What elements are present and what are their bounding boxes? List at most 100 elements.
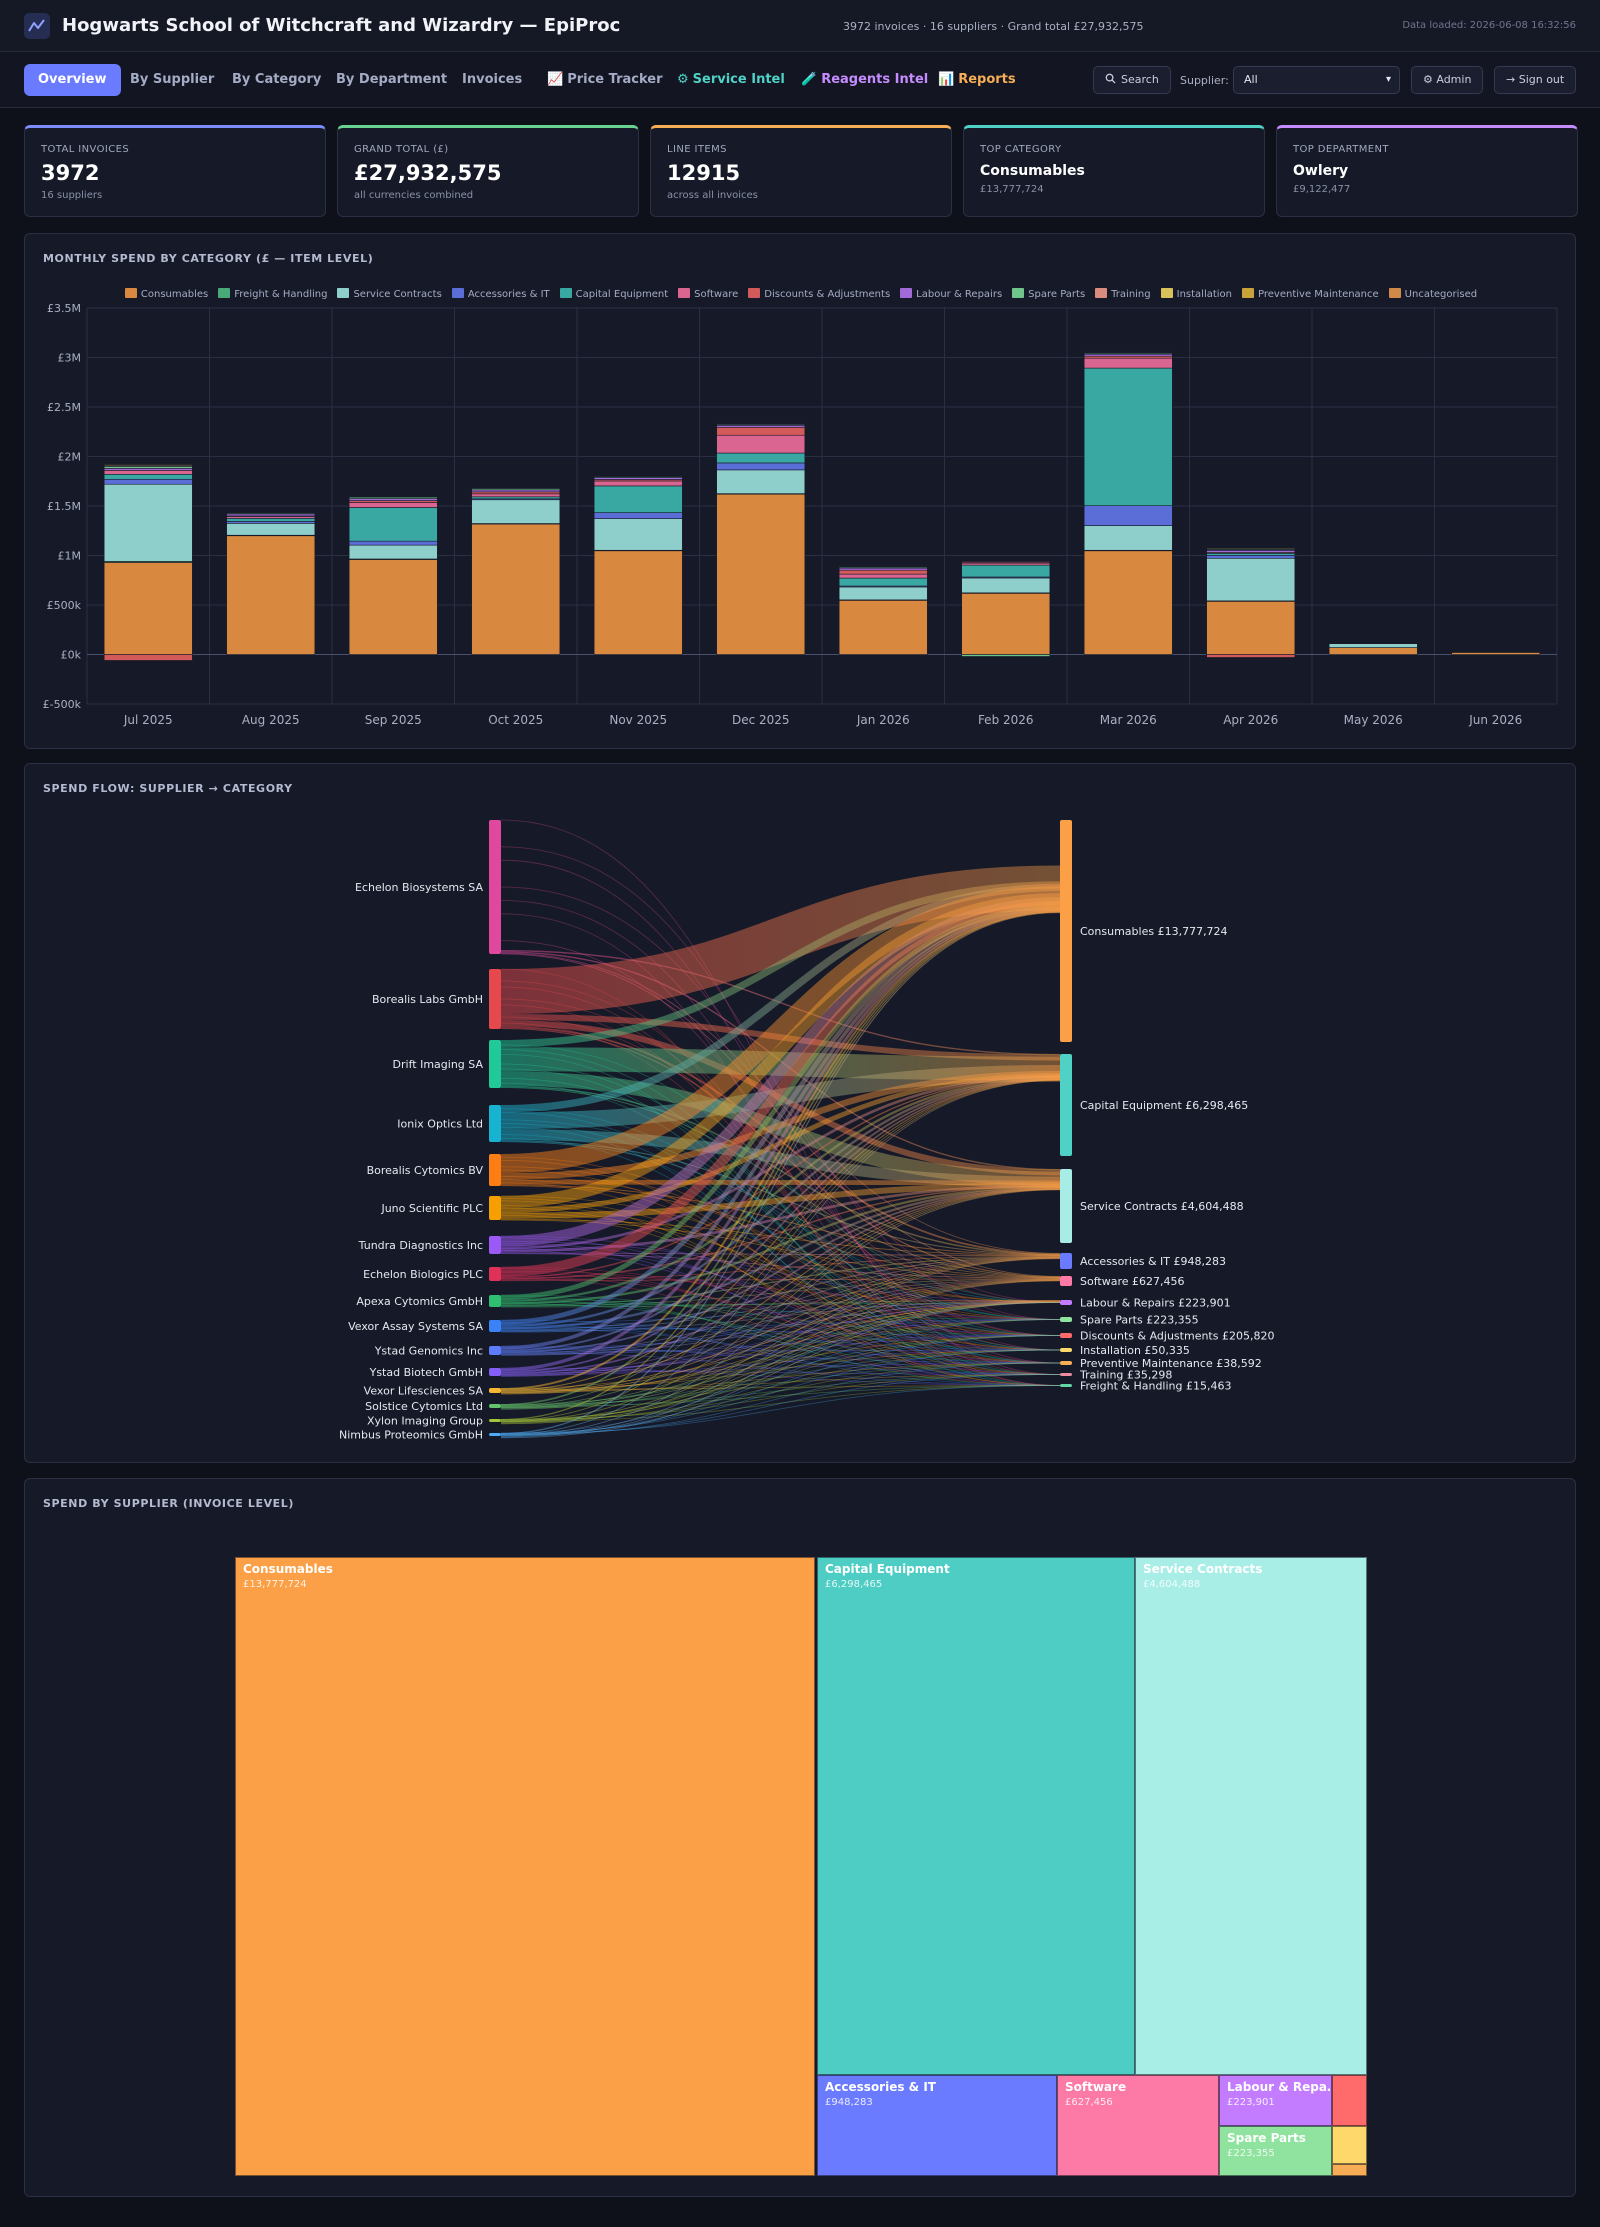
sankey-link[interactable] [500,907,1061,1350]
bar-segment[interactable] [838,586,928,601]
bar-segment[interactable] [1451,652,1541,655]
tab-by-category[interactable]: By Category [218,64,335,96]
bar-segment[interactable] [593,480,683,487]
bar-segment[interactable] [1083,357,1173,369]
legend-item[interactable]: Accessories & IT [451,288,550,300]
legend-item[interactable]: Training [1095,288,1151,300]
bar-segment[interactable] [103,562,193,655]
category-node[interactable] [1060,1276,1072,1286]
bar-segment[interactable] [716,462,806,471]
sankey-link[interactable] [500,1079,1061,1435]
tab-invoices[interactable]: Invoices [448,64,536,96]
supplier-node[interactable] [489,1196,501,1220]
bar-segment[interactable] [226,511,316,513]
sankey-link[interactable] [500,883,1061,1113]
sankey-link[interactable] [500,1237,1061,1364]
sankey-link[interactable] [500,1077,1061,1352]
sankey-link[interactable] [500,1302,1061,1434]
bar-segment[interactable] [1206,654,1296,658]
sankey-link[interactable] [500,1079,1061,1407]
sankey-link[interactable] [500,1385,1061,1423]
bar-segment[interactable] [961,559,1051,562]
sankey-link[interactable] [500,1268,1061,1375]
bar-segment[interactable] [961,564,1051,578]
supplier-filter-select[interactable]: All ▾ [1233,66,1400,94]
treemap-tile[interactable]: Software £627,456 [1057,2075,1219,2176]
sankey-link[interactable] [500,1166,1061,1320]
sankey-link[interactable] [500,1279,1061,1394]
tab-service-intel[interactable]: ⚙ Service Intel [663,64,799,96]
sankey-link[interactable] [500,1335,1061,1420]
bar-segment[interactable] [1328,643,1418,648]
category-node[interactable] [1060,1300,1072,1305]
search-button[interactable]: Search [1093,66,1171,94]
bar-segment[interactable] [103,478,193,485]
sankey-link[interactable] [500,1270,1061,1320]
category-node[interactable] [1060,1384,1072,1387]
legend-item[interactable]: Spare Parts [1012,288,1085,300]
sankey-link[interactable] [500,1302,1061,1323]
sankey-link[interactable] [500,1182,1061,1219]
bar-segment[interactable] [1083,505,1173,526]
bar-segment[interactable] [1206,547,1296,549]
treemap-tile[interactable] [1332,2164,1367,2176]
sankey-link[interactable] [500,968,1061,1386]
sankey-link[interactable] [500,1374,1061,1435]
sankey-link[interactable] [500,1349,1061,1422]
treemap-tile[interactable] [1332,2126,1367,2164]
bar-segment[interactable] [1206,600,1296,655]
category-node[interactable] [1060,1317,1072,1322]
supplier-node[interactable] [489,1320,501,1332]
bar-segment[interactable] [348,507,438,542]
sankey-link[interactable] [500,1300,1061,1356]
sankey-link[interactable] [500,911,1061,1421]
supplier-node[interactable] [489,1040,501,1088]
bar-segment[interactable] [838,577,928,587]
category-node[interactable] [1060,1253,1072,1269]
bar-segment[interactable] [593,550,683,655]
supplier-node[interactable] [489,1105,501,1142]
bar-segment[interactable] [961,592,1051,655]
bar-segment[interactable] [1083,367,1173,507]
sankey-link[interactable] [500,910,1061,1390]
bar-segment[interactable] [471,499,561,524]
treemap-tile[interactable] [1332,2075,1367,2126]
bar-segment[interactable] [226,523,316,536]
sankey-link[interactable] [500,1374,1061,1408]
bar-segment[interactable] [103,654,193,661]
treemap-tile[interactable]: Capital Equipment £6,298,465 [817,1557,1135,2075]
sankey-link[interactable] [500,1319,1061,1393]
bar-segment[interactable] [226,518,316,522]
sankey-link[interactable] [500,1349,1061,1352]
supplier-node[interactable] [489,1368,501,1376]
sankey-link[interactable] [500,1185,1061,1305]
tab-by-department[interactable]: By Department [322,64,461,96]
sankey-link[interactable] [500,1280,1061,1438]
bar-segment[interactable] [1083,550,1173,655]
bar-segment[interactable] [716,434,806,454]
legend-item[interactable]: Preventive Maintenance [1242,288,1379,300]
bar-segment[interactable] [1328,642,1418,645]
sankey-link[interactable] [500,1303,1061,1364]
sankey-link[interactable] [500,1075,1061,1279]
bar-segment[interactable] [593,485,683,513]
bar-segment[interactable] [716,469,806,494]
sankey-link[interactable] [500,1277,1061,1386]
sankey-link[interactable] [500,1385,1061,1434]
sankey-link[interactable] [500,1335,1061,1355]
sankey-link[interactable] [500,1362,1061,1374]
sankey-link[interactable] [500,1070,1061,1180]
legend-item[interactable]: Software [678,288,738,300]
sankey-link[interactable] [500,1188,1061,1408]
sankey-link[interactable] [500,1300,1061,1377]
sankey-link[interactable] [500,1079,1061,1391]
bar-segment[interactable] [471,523,561,655]
supplier-node[interactable] [489,1433,501,1436]
sankey-link[interactable] [500,1235,1061,1320]
supplier-node[interactable] [489,1419,501,1422]
sankey-link[interactable] [500,881,1061,1048]
sankey-link[interactable] [500,1362,1061,1406]
sankey-link[interactable] [500,1302,1061,1389]
sankey-link[interactable] [500,1279,1061,1355]
tab-price-tracker[interactable]: 📈 Price Tracker [533,64,677,96]
